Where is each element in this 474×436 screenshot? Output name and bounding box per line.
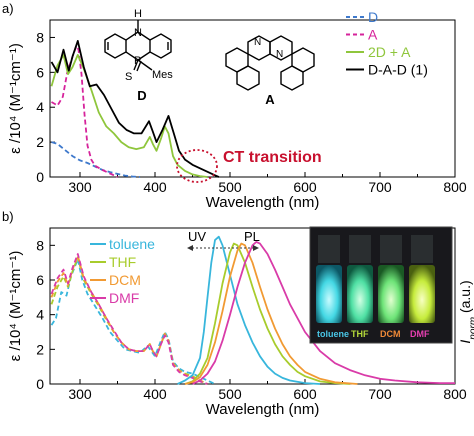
vial-toluene (316, 265, 342, 323)
panel-a-y-tick-label: 4 (36, 99, 44, 115)
panel-b-axes: 300 400 500 600 700 800 0 2 4 6 8 Wavelength (nm) ε … (7, 227, 467, 418)
panel-a-x-axis-label: Wavelength (nm) (206, 194, 320, 211)
panel-b-y-tick-label: 6 (36, 272, 44, 288)
photo-label-dmf: DMF (410, 329, 430, 339)
uv-label: UV (188, 229, 206, 244)
panel-b-series-dmf-absorption-line (50, 253, 208, 385)
solvent-vials-photo: toluene THF DCM DMF (309, 226, 453, 344)
panel-b-x-axis-label: Wavelength (nm) (206, 401, 320, 418)
panel-b-x-tick-label: 800 (443, 386, 467, 402)
panel-a-y-tick-label: 2 (36, 134, 44, 150)
legend-b-entry: DMF (109, 290, 139, 306)
panel-a-x-tick-label: 500 (218, 179, 242, 195)
molecule-d-p-atom: P (134, 55, 141, 67)
panel-b-right-axis-label: Inorm (a.u.) (457, 280, 474, 343)
molecule-d-structure (104, 20, 172, 72)
vial-cap-toluene (318, 235, 340, 263)
vial-cap-thf (349, 235, 371, 263)
vial-dcm (378, 265, 404, 323)
panel-label-b: b) (2, 209, 14, 224)
legend-a-entry: D-A-D (1) (368, 62, 428, 78)
molecule-a-n-atom-1: N (254, 37, 261, 48)
panel-b-x-tick-label: 500 (218, 386, 242, 402)
legend-a-entry: D (368, 9, 378, 25)
molecule-d-mes-group: Mes (152, 69, 173, 81)
panel-a-frame (49, 19, 456, 178)
panel-a-x-tick-label: 600 (293, 179, 317, 195)
panel-a-series-d-a-d-1--line (50, 40, 220, 178)
panel-b-y-tick-label: 4 (36, 307, 44, 323)
panel-b-x-tick-label: 300 (68, 386, 92, 402)
panel-a-x-tick-label: 300 (68, 179, 92, 195)
panel-a-curves (50, 40, 220, 178)
panel-b-y-tick-label: 8 (36, 237, 44, 253)
legend-a-entry: A (368, 27, 378, 43)
panel-b-series-dcm-absorption-line (50, 254, 208, 385)
molecule-a-n-atom-2: N (276, 49, 283, 60)
vial-thf (347, 265, 373, 323)
panel-a-x-tick-label: 400 (143, 179, 167, 195)
panel-a-axes: 300 400 500 600 700 800 0 2 4 6 8 Wavelength (nm) ε … (7, 19, 467, 211)
vial-cap-dcm (380, 235, 402, 263)
vial-cap-dmf (411, 235, 433, 263)
panel-a-y-tick-label: 6 (36, 64, 44, 80)
panel-label-a: a) (2, 1, 14, 16)
legend-b-entry: THF (109, 254, 136, 270)
ct-transition-label: CT transition (223, 149, 322, 166)
panel-b: 300 400 500 600 700 800 0 2 4 6 8 Wavelength (nm) ε … (7, 227, 467, 418)
molecule-d-s-atom: S (125, 71, 132, 83)
panel-b-y-axis-label: ε /10⁴ (M⁻¹cm⁻¹) (7, 251, 24, 362)
panel-b-y-tick-label: 2 (36, 341, 44, 357)
panel-a-series-d-line (51, 141, 141, 178)
vial-dmf (409, 265, 435, 323)
panel-b-x-tick-label: 600 (293, 386, 317, 402)
photo-label-toluene: toluene (317, 329, 349, 339)
legend-b-entry: toluene (109, 236, 155, 252)
panel-a-x-tick-label: 700 (368, 179, 392, 195)
photo-label-thf: THF (351, 329, 369, 339)
molecule-a-structure (225, 35, 315, 91)
legend-b-entry: DCM (109, 272, 141, 288)
panel-a-y-tick-label: 8 (36, 29, 44, 45)
panel-b-legend: toluene THF DCM DMF (90, 236, 155, 306)
ct-transition-circle (176, 149, 218, 183)
panel-b-series-thf-emission-line (184, 242, 351, 385)
molecule-d-label: D (137, 88, 146, 103)
panel-b-frame (49, 227, 456, 385)
molecule-d-h-atom: H (134, 8, 142, 20)
panel-b-y-tick-label: 0 (36, 376, 44, 392)
panel-b-series-toluene-emission-line (177, 235, 321, 385)
panel-a-y-axis-label: ε /10⁴ (M⁻¹cm⁻¹) (7, 43, 24, 154)
panel-b-x-tick-label: 400 (143, 386, 167, 402)
panel-b-series-dmf-emission-line (192, 240, 455, 385)
panel-a-y-tick-label: 0 (36, 169, 44, 185)
panel-b-series-dcm-emission-line (184, 242, 358, 385)
panel-a: 300 400 500 600 700 800 0 2 4 6 8 Wavelength (nm) ε … (7, 19, 467, 211)
molecule-d-n-atom: N (134, 27, 142, 39)
panel-b-x-tick-label: 700 (368, 386, 392, 402)
molecule-a-label: A (265, 92, 275, 107)
panel-a-series-2d-a-line (50, 54, 208, 178)
photo-label-dcm: DCM (380, 329, 401, 339)
pl-label: PL (244, 229, 260, 244)
panel-a-x-tick-label: 800 (443, 179, 467, 195)
legend-a-entry: 2D + A (368, 44, 411, 60)
panel-b-curves (50, 235, 455, 385)
panel-a-series-a-line (51, 45, 118, 178)
